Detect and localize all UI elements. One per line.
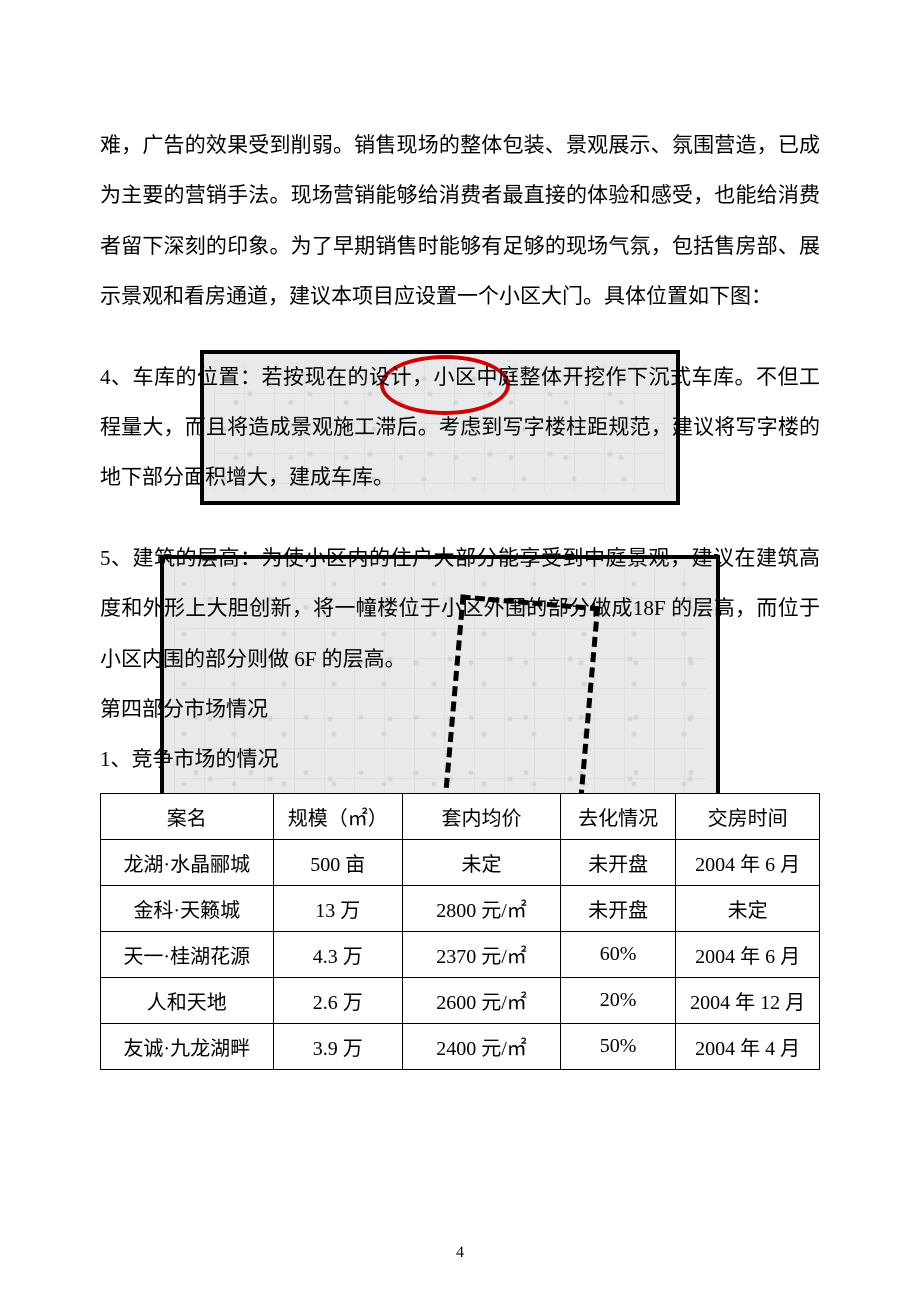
cell: 2370 元/㎡ bbox=[402, 931, 560, 977]
paragraph-4: 4、车库的位置：若按现在的设计，小区中庭整体开挖作下沉式车库。不但工程量大，而且… bbox=[100, 352, 820, 503]
table-row: 人和天地 2.6 万 2600 元/㎡ 20% 2004 年 12 月 bbox=[101, 977, 820, 1023]
col-scale: 规模（㎡） bbox=[273, 793, 402, 839]
cell: 13 万 bbox=[273, 885, 402, 931]
intro-paragraph: 难，广告的效果受到削弱。销售现场的整体包装、景观展示、氛围营造，已成为主要的营销… bbox=[100, 120, 820, 322]
competitor-table: 案名 规模（㎡） 套内均价 去化情况 交房时间 龙湖·水晶郦城 500 亩 未定… bbox=[100, 793, 820, 1070]
table-header-row: 案名 规模（㎡） 套内均价 去化情况 交房时间 bbox=[101, 793, 820, 839]
cell: 2004 年 4 月 bbox=[676, 1023, 820, 1069]
col-name: 案名 bbox=[101, 793, 274, 839]
paragraph-5: 5、建筑的层高：为使小区内的住户大部分能享受到中庭景观，建议在建筑高度和外形上大… bbox=[100, 533, 820, 684]
cell: 未开盘 bbox=[561, 885, 676, 931]
cell: 2004 年 6 月 bbox=[676, 931, 820, 977]
table-row: 金科·天籁城 13 万 2800 元/㎡ 未开盘 未定 bbox=[101, 885, 820, 931]
cell: 人和天地 bbox=[101, 977, 274, 1023]
cell: 未定 bbox=[402, 839, 560, 885]
cell: 2.6 万 bbox=[273, 977, 402, 1023]
cell: 未定 bbox=[676, 885, 820, 931]
cell: 50% bbox=[561, 1023, 676, 1069]
cell: 3.9 万 bbox=[273, 1023, 402, 1069]
table-row: 友诚·九龙湖畔 3.9 万 2400 元/㎡ 50% 2004 年 4 月 bbox=[101, 1023, 820, 1069]
cell: 未开盘 bbox=[561, 839, 676, 885]
table-row: 龙湖·水晶郦城 500 亩 未定 未开盘 2004 年 6 月 bbox=[101, 839, 820, 885]
cell: 2004 年 6 月 bbox=[676, 839, 820, 885]
cell: 2800 元/㎡ bbox=[402, 885, 560, 931]
cell: 2004 年 12 月 bbox=[676, 977, 820, 1023]
cell: 龙湖·水晶郦城 bbox=[101, 839, 274, 885]
col-price: 套内均价 bbox=[402, 793, 560, 839]
cell: 友诚·九龙湖畔 bbox=[101, 1023, 274, 1069]
cell: 60% bbox=[561, 931, 676, 977]
cell: 天一·桂湖花源 bbox=[101, 931, 274, 977]
cell: 2400 元/㎡ bbox=[402, 1023, 560, 1069]
section-4-title: 第四部分市场情况 bbox=[100, 684, 820, 734]
cell: 2600 元/㎡ bbox=[402, 977, 560, 1023]
cell: 金科·天籁城 bbox=[101, 885, 274, 931]
document-page: 难，广告的效果受到削弱。销售现场的整体包装、景观展示、氛围营造，已成为主要的营销… bbox=[0, 0, 920, 1302]
table-body: 龙湖·水晶郦城 500 亩 未定 未开盘 2004 年 6 月 金科·天籁城 1… bbox=[101, 839, 820, 1069]
cell: 500 亩 bbox=[273, 839, 402, 885]
section-4-sub1: 1、竞争市场的情况 bbox=[100, 734, 820, 784]
col-delivery: 交房时间 bbox=[676, 793, 820, 839]
cell: 4.3 万 bbox=[273, 931, 402, 977]
page-number: 4 bbox=[0, 1244, 920, 1262]
table-row: 天一·桂湖花源 4.3 万 2370 元/㎡ 60% 2004 年 6 月 bbox=[101, 931, 820, 977]
col-absorption: 去化情况 bbox=[561, 793, 676, 839]
cell: 20% bbox=[561, 977, 676, 1023]
